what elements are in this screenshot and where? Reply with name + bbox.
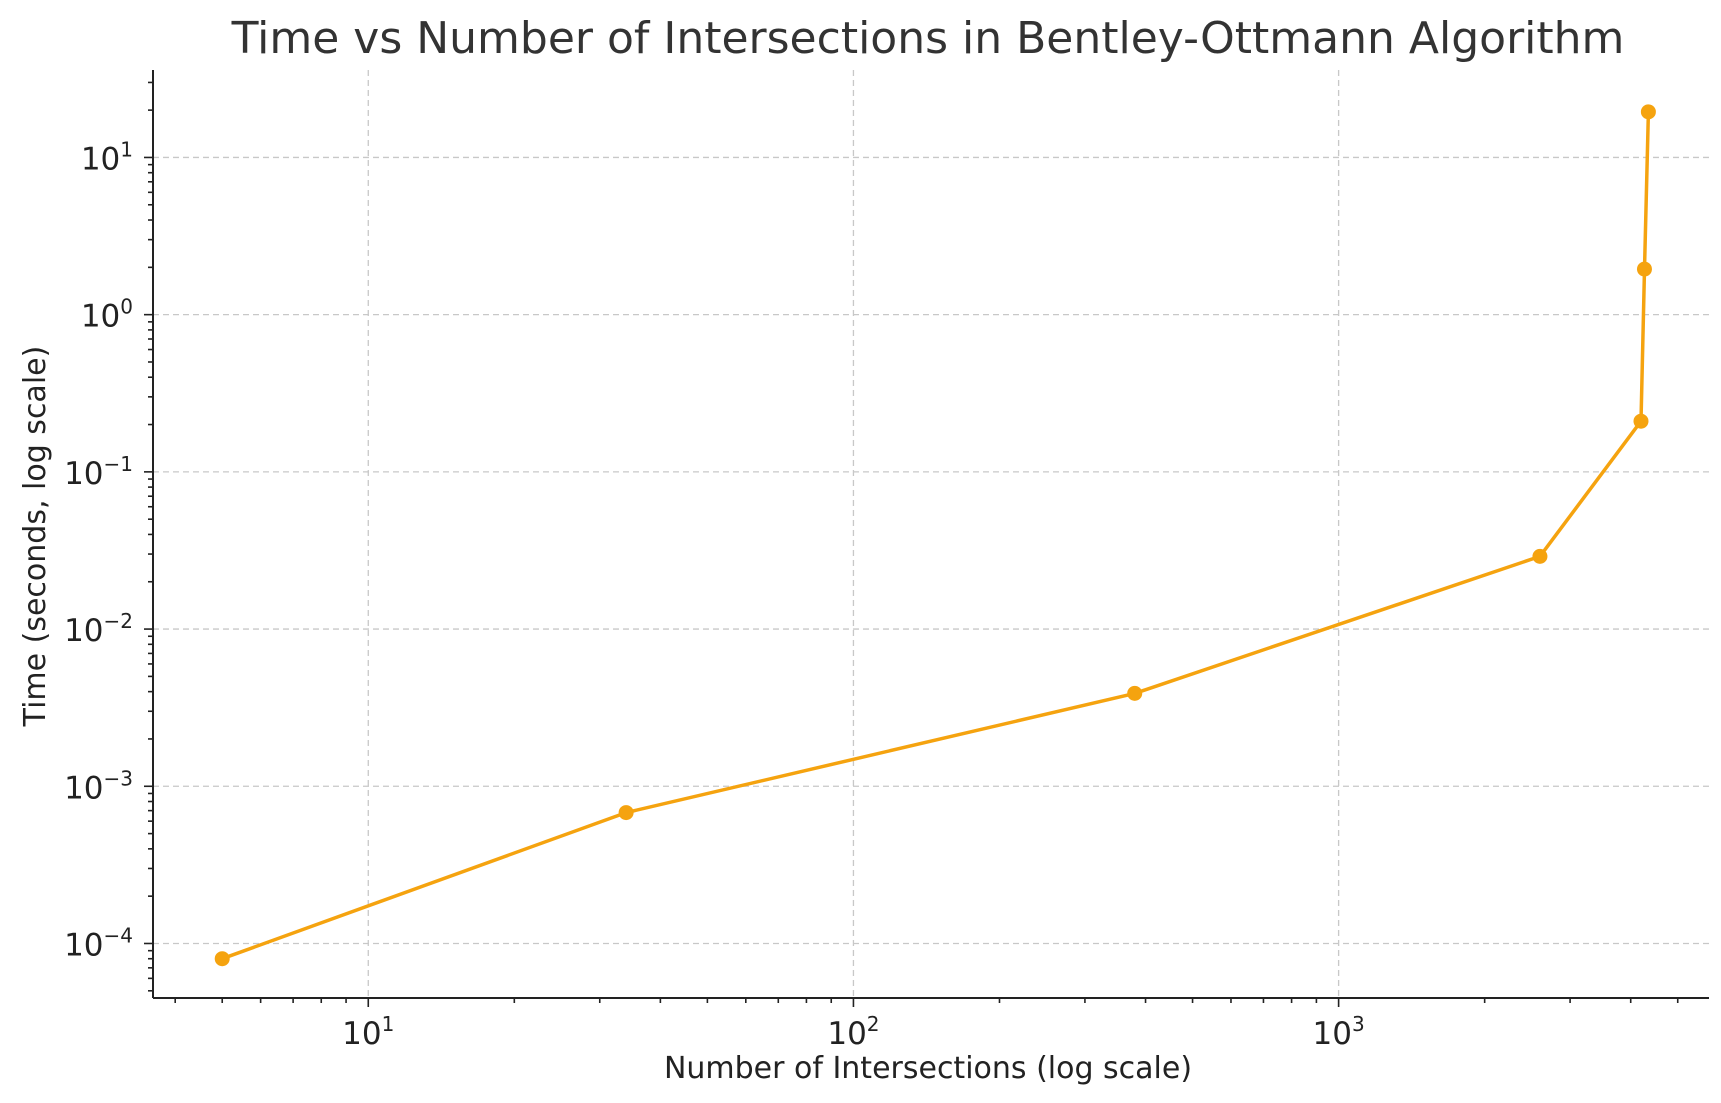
chart-title: Time vs Number of Intersections in Bentl… [231, 13, 1625, 64]
y-tick-label: 10−3 [64, 766, 133, 806]
data-point [618, 805, 634, 821]
series [214, 104, 1656, 967]
data-point [1532, 548, 1548, 564]
y-tick-label: 10−4 [64, 923, 133, 963]
x-tick-label: 103 [1313, 1012, 1365, 1052]
y-tick-label: 10−2 [64, 609, 133, 649]
y-tick-label: 101 [81, 137, 133, 177]
minor-ticks [148, 81, 1679, 1003]
y-axis-label: Time (seconds, log scale) [18, 346, 53, 728]
x-tick-label: 102 [827, 1012, 879, 1052]
y-tick-label: 100 [81, 295, 133, 335]
data-point [1636, 261, 1652, 277]
x-tick-label: 101 [342, 1012, 394, 1052]
data-point [1640, 104, 1656, 120]
data-point [1633, 413, 1649, 429]
grid [153, 70, 1709, 998]
tick-labels: 101 102 103 101 100 10−1 10−2 10−3 10−4 [64, 137, 1365, 1052]
y-tick-label: 10−1 [64, 452, 133, 492]
data-point [214, 951, 230, 967]
x-axis-label: Number of Intersections (log scale) [664, 1051, 1192, 1086]
series-line [220, 110, 1651, 961]
major-ticks [144, 156, 1340, 1007]
data-point [1127, 685, 1143, 701]
